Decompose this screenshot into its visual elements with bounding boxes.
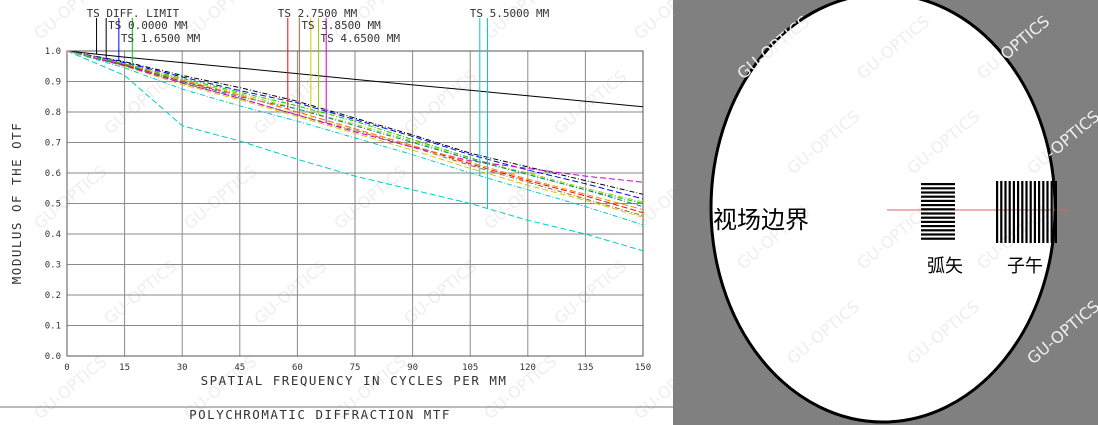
field-edge-label: 视场边界 [713,206,809,234]
x-tick-label: 120 [520,363,536,373]
y-tick-label: 0.1 [45,322,61,332]
sagittal-bar [921,229,955,232]
tick-labels: 0 15 30 45 60 75 90 105 120 135 150 0.0 0.1 0.2 0.3 0.4… [45,47,651,373]
plot-frame [66,50,644,357]
sagittal-bar [921,237,955,240]
tangential-label: 子午 [1007,256,1043,277]
legend-label-3: TS 1.6500 MM [121,32,201,45]
watermark-text: GU-OPTICS [100,257,180,328]
sagittal-bar [921,204,955,207]
x-tick-label: 150 [635,363,651,373]
watermark-text: GU-OPTICS [250,257,330,328]
tangential-bar [1012,181,1015,243]
x-tick-label: 90 [407,363,418,373]
x-tick-label: 105 [462,363,478,373]
series-line-7 [66,50,644,218]
sagittal-label: 弧矢 [927,256,963,277]
legend-label-7: TS 5.5000 MM [470,7,550,20]
x-tick-label: 60 [292,363,303,373]
mtf-chart-panel: GU-OPTICS GU-OPTICS GU-OPTICS GU-OPTICS GU-O… [0,0,673,425]
sagittal-bar [921,195,955,198]
y-tick-label: 0.8 [45,108,61,118]
mtf-chart: GU-OPTICS GU-OPTICS GU-OPTICS GU-OPTICS GU-O… [0,0,673,423]
y-tick-label: 0.6 [45,169,61,179]
x-tick-label: 75 [350,363,361,373]
tangential-bar [1004,181,1007,243]
x-tick-label: 30 [177,363,188,373]
x-tick-label: 15 [119,363,130,373]
tangential-bar [1042,181,1045,243]
series-line-3 [66,50,644,200]
legend-label-4: TS 2.7500 MM [278,7,358,20]
sagittal-bar [921,216,955,219]
tangential-bar [1008,181,1011,243]
sagittal-bar [921,220,955,223]
tangential-bar [1038,181,1041,243]
series-line-13 [66,50,644,211]
x-tick-label: 45 [234,363,245,373]
y-tick-label: 0.7 [45,139,61,149]
y-tick-label: 0.2 [45,291,61,301]
y-tick-label: 1.0 [45,47,61,57]
watermark-text: GU-OPTICS [30,162,110,233]
sagittal-bar [921,208,955,211]
watermark-text: GU-OPTICS [550,257,630,328]
series-line-9 [66,50,644,183]
x-tick-label: 0 [64,363,69,373]
legend-label-1: TS DIFF. LIMIT [87,7,180,20]
tangential-bar [1029,181,1032,243]
tangential-bar-target [996,181,1057,243]
grid-layer [66,50,644,357]
watermark-text: GU-OPTICS [480,162,560,233]
tangential-bar [1025,181,1028,243]
tangential-bar [1017,181,1020,243]
y-tick-label: 0.9 [45,78,61,88]
sagittal-bar [921,212,955,215]
y-tick-label: 0.5 [45,200,61,210]
x-tick-label: 135 [577,363,593,373]
tangential-bar [1000,181,1003,243]
y-tick-label: 0.4 [45,230,61,240]
tangential-bar [1054,181,1057,243]
watermark-text: GU-OPTICS [180,162,260,233]
y-axis-label: MODULUS OF THE OTF [9,122,24,284]
watermark-text: GU-OPTICS [550,67,630,138]
frequency-markers [96,18,488,209]
sagittal-bar [921,191,955,194]
y-tick-label: 0.3 [45,261,61,271]
sagittal-bar [921,187,955,190]
series-layer [66,50,644,252]
series-line-12 [66,50,644,208]
series-line-10 [66,50,644,226]
x-axis-label: SPATIAL FREQUENCY IN CYCLES PER MM [201,373,508,388]
tangential-bar [1050,181,1053,243]
sagittal-bar [921,183,955,186]
series-line-11 [66,50,644,252]
tangential-bar [1046,181,1049,243]
sagittal-bar [921,199,955,202]
tangential-bar [1033,181,1036,243]
tangential-bar [996,181,999,243]
legend-label-2: TS 0.0000 MM [108,19,188,32]
watermark-text: GU-OPTICS [330,162,410,233]
field-diagram-panel: GU-OPTICS GU-OPTICS GU-OPTICS GU-OPTICS GU-O… [673,0,1098,425]
sagittal-bar [921,225,955,228]
series-line-8 [66,50,644,203]
watermark-text: GU-OPTICS [630,0,673,43]
sagittal-bar-target [921,183,955,240]
watermark-text: GU-OPTICS [30,352,110,423]
y-tick-label: 0.0 [45,352,61,362]
series-line-1 [66,50,644,108]
sagittal-bar [921,233,955,236]
chart-title: POLYCHROMATIC DIFFRACTION MTF [189,407,451,422]
tangential-bar [1021,181,1024,243]
legend-label-5: TS 3.8500 MM [301,19,381,32]
legend-label-6: TS 4.6500 MM [321,32,401,45]
